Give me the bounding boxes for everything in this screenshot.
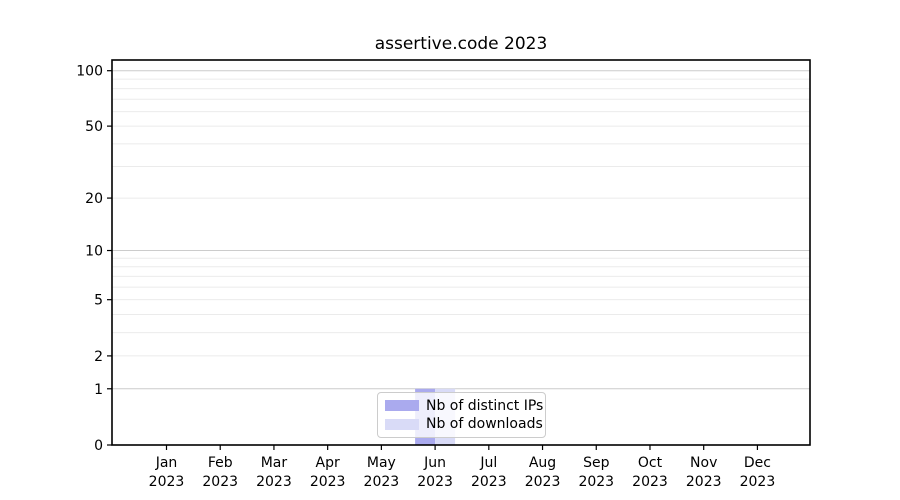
legend-label-distinct-ips: Nb of distinct IPs: [426, 397, 544, 414]
y-tick-label: 10: [85, 244, 103, 260]
x-tick-label-month: Apr: [316, 455, 340, 471]
legend-swatch-downloads: [385, 418, 419, 430]
legend-item-distinct-ips: Nb of distinct IPs: [385, 398, 543, 414]
legend-label-downloads: Nb of downloads: [426, 416, 543, 433]
y-tick-label: 50: [85, 119, 103, 135]
legend-swatch-distinct-ips: [385, 400, 419, 412]
plot-border: [111, 59, 811, 446]
x-tick-label-month: Feb: [208, 455, 233, 471]
x-tick-label-month: May: [367, 455, 396, 471]
y-tick-label: 1: [94, 382, 103, 398]
x-tick-label-year: 2023: [471, 474, 507, 490]
x-tick-label-year: 2023: [525, 474, 561, 490]
y-tick-label: 0: [94, 438, 103, 454]
y-tick-label: 5: [94, 293, 103, 309]
legend: Nb of distinct IPs Nb of downloads: [377, 392, 546, 438]
y-tick-label: 20: [85, 191, 103, 207]
x-tick-label-year: 2023: [202, 474, 238, 490]
x-tick-label-month: Aug: [529, 455, 556, 471]
x-tick-label-year: 2023: [417, 474, 453, 490]
x-tick-label-month: Sep: [583, 455, 610, 471]
x-tick-label-month: Mar: [261, 455, 288, 471]
x-tick-label-month: Jun: [423, 455, 446, 471]
y-tick-label: 2: [94, 349, 103, 365]
x-tick-label-month: Jan: [155, 455, 178, 471]
x-tick-label-year: 2023: [149, 474, 185, 490]
x-tick-label-year: 2023: [632, 474, 668, 490]
x-tick-label-year: 2023: [686, 474, 722, 490]
x-tick-label-year: 2023: [740, 474, 776, 490]
legend-item-downloads: Nb of downloads: [385, 416, 543, 432]
x-tick-label-year: 2023: [310, 474, 346, 490]
x-tick-label-month: Oct: [638, 455, 663, 471]
x-tick-label-year: 2023: [364, 474, 400, 490]
x-tick-label-month: Nov: [690, 455, 717, 471]
y-tick-label: 100: [76, 64, 103, 80]
x-tick-label-year: 2023: [578, 474, 614, 490]
x-tick-label-month: Dec: [744, 455, 771, 471]
x-tick-label-month: Jul: [479, 455, 497, 471]
x-tick-label-year: 2023: [256, 474, 292, 490]
chart-title: assertive.code 2023: [374, 34, 548, 54]
